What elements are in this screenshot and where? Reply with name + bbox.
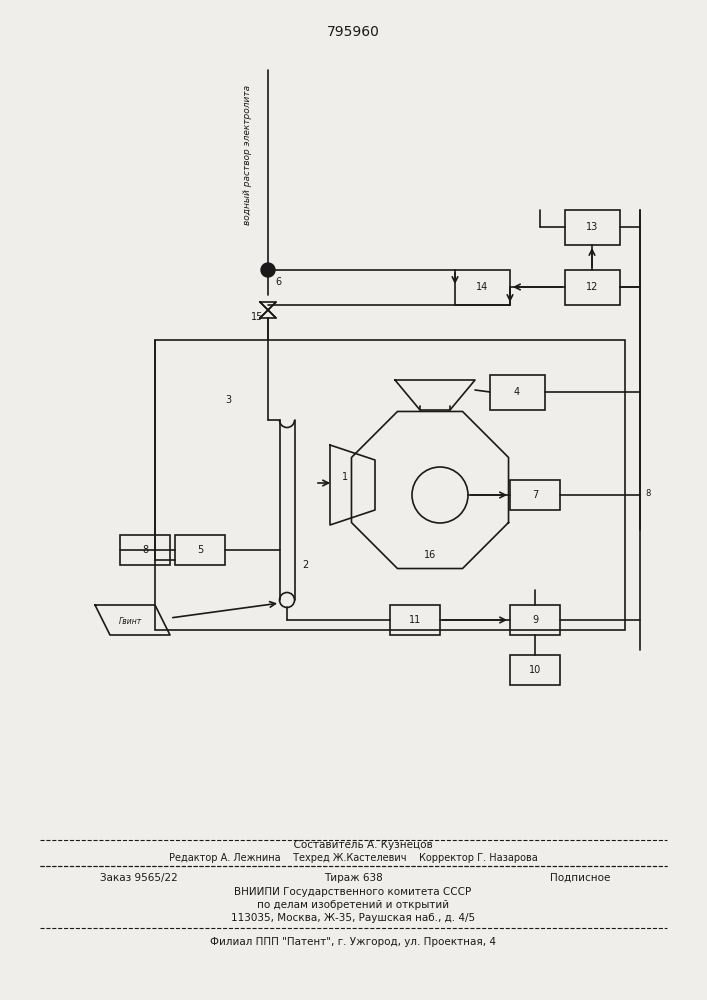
Text: Редактор А. Лежнина    Техред Ж.Кастелевич    Корректор Г. Назарова: Редактор А. Лежнина Техред Ж.Кастелевич … bbox=[169, 853, 537, 863]
Text: 1: 1 bbox=[342, 472, 348, 482]
Text: Заказ 9565/22: Заказ 9565/22 bbox=[100, 873, 177, 883]
Text: ВНИИПИ Государственного комитета СССР: ВНИИПИ Государственного комитета СССР bbox=[235, 887, 472, 897]
Text: 16: 16 bbox=[424, 550, 436, 560]
Bar bbox=[120, 535, 170, 565]
Bar bbox=[565, 270, 620, 305]
Text: 8: 8 bbox=[645, 488, 650, 497]
Bar bbox=[175, 535, 225, 565]
Circle shape bbox=[261, 263, 275, 277]
Text: Составитель А. Кузнецов: Составитель А. Кузнецов bbox=[274, 840, 433, 850]
Text: 15: 15 bbox=[251, 312, 263, 322]
Bar bbox=[490, 375, 545, 410]
Text: 10: 10 bbox=[529, 665, 541, 675]
Bar bbox=[390, 605, 440, 635]
Bar bbox=[155, 340, 625, 630]
Text: 4: 4 bbox=[514, 387, 520, 397]
Text: 8: 8 bbox=[142, 545, 148, 555]
Text: 113035, Москва, Ж-35, Раушская наб., д. 4/5: 113035, Москва, Ж-35, Раушская наб., д. … bbox=[231, 913, 475, 923]
Text: 9: 9 bbox=[532, 615, 538, 625]
Text: 13: 13 bbox=[586, 222, 598, 232]
Bar bbox=[510, 655, 560, 685]
Text: 11: 11 bbox=[409, 615, 421, 625]
Text: 12: 12 bbox=[586, 282, 598, 292]
Text: 795960: 795960 bbox=[327, 25, 380, 39]
Text: Тираж 638: Тираж 638 bbox=[324, 873, 382, 883]
Text: 7: 7 bbox=[532, 490, 538, 500]
Text: 3: 3 bbox=[225, 395, 231, 405]
Text: Гвинт: Гвинт bbox=[118, 617, 141, 626]
Text: по делам изобретений и открытий: по делам изобретений и открытий bbox=[257, 900, 449, 910]
Bar bbox=[510, 605, 560, 635]
Text: Филиал ППП "Патент", г. Ужгород, ул. Проектная, 4: Филиал ППП "Патент", г. Ужгород, ул. Про… bbox=[210, 937, 496, 947]
Text: водный раствор электролита: водный раствор электролита bbox=[243, 85, 252, 225]
Bar bbox=[455, 270, 510, 305]
Text: 5: 5 bbox=[197, 545, 203, 555]
Text: 14: 14 bbox=[476, 282, 488, 292]
Text: Подписное: Подписное bbox=[550, 873, 610, 883]
Bar bbox=[510, 480, 560, 510]
Bar bbox=[565, 210, 620, 245]
Text: 2: 2 bbox=[302, 560, 308, 570]
Text: 6: 6 bbox=[275, 277, 281, 287]
